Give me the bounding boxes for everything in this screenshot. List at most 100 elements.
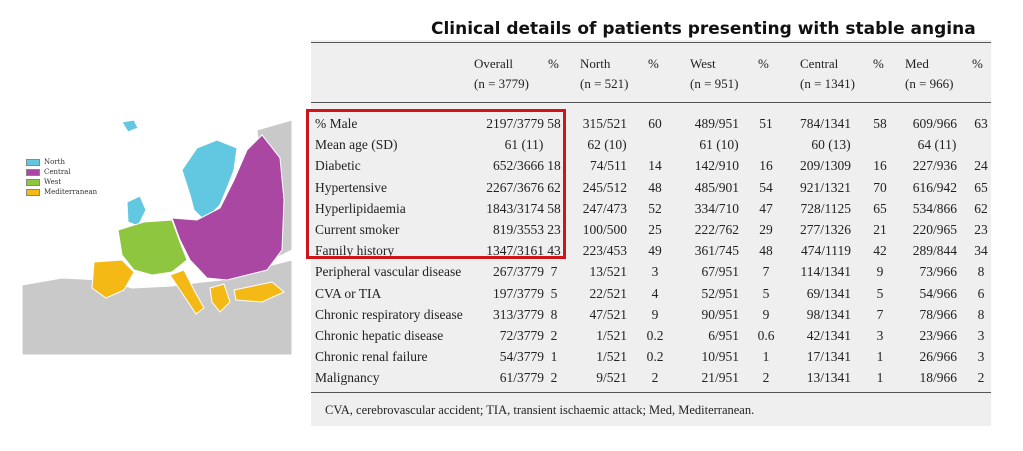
cell-percent: 65 [873,200,887,216]
cell-count: 485/901 [694,179,739,195]
cell-count: 9/521 [596,370,627,386]
cell-count: 90/951 [701,306,739,322]
cell-percent: 8 [977,264,985,280]
cell-count: 98/1341 [806,306,851,322]
cell-percent: 18 [547,158,561,174]
cell-percent: 3 [977,349,985,365]
cell-count: 62 (10) [587,137,627,153]
header-central: Central [800,56,839,71]
cell-percent: 62 [974,200,988,216]
legend-swatch-mediterranean [26,189,40,196]
cell-percent: 9 [876,264,884,280]
cell-count: 54/966 [919,285,957,301]
legend-swatch-west [26,179,40,186]
cell-count: 534/866 [912,200,957,216]
row-label: Mean age (SD) [315,137,398,153]
cell-percent: 23 [547,222,561,237]
cell-count: 52/951 [701,285,739,301]
clinical-details-table: Overall (n = 3779) % North (n = 521) % W… [306,40,991,426]
header-med: Med [905,56,929,71]
header-pct: % [972,56,983,71]
cell-percent: 58 [547,116,561,131]
cell-percent: 9 [762,306,770,322]
cell-count: 42/1341 [806,328,851,343]
row-label: Malignancy [315,370,380,386]
cell-percent: 2 [651,370,659,386]
cell-count: 100/500 [582,222,627,237]
cell-count: 61 (10) [699,137,739,153]
row-label: % Male [315,116,358,131]
cell-percent: 1 [876,370,884,386]
cell-count: 616/942 [912,179,957,195]
cell-percent: 0.2 [646,349,664,365]
cell-count: 13/1341 [806,370,851,386]
cell-percent: 14 [648,158,662,174]
cell-count: 67/951 [701,264,739,280]
map-region-med-turkey [233,281,285,303]
cell-percent: 63 [974,116,988,131]
cell-count: 819/3553 [492,222,544,237]
cell-percent: 52 [648,200,662,216]
europe-region-map [22,110,292,355]
cell-percent: 51 [759,116,773,131]
cell-percent: 3 [651,264,659,280]
cell-count: 23/966 [919,328,957,343]
map-region-west [117,219,188,276]
cell-percent: 58 [873,116,887,131]
cell-percent: 24 [974,158,988,174]
header-north: North [580,56,611,71]
cell-count: 277/1326 [799,222,851,237]
header-pct: % [758,56,769,71]
cell-count: 222/762 [694,222,739,237]
map-region-med-greece [209,283,231,313]
cell-percent: 7 [762,264,770,280]
header-pct: % [648,56,659,71]
map-region-north [181,139,238,219]
header-central-n: (n = 1341) [800,76,855,91]
cell-count: 73/966 [919,264,957,280]
cell-count: 197/3779 [492,285,544,301]
cell-count: 17/1341 [806,349,851,365]
cell-count: 26/966 [919,349,957,365]
cell-count: 78/966 [919,306,957,322]
row-label: Chronic hepatic disease [315,328,444,343]
cell-count: 223/453 [582,243,627,259]
cell-percent: 49 [648,243,662,259]
cell-percent: 9 [651,306,659,322]
table-bottom-rule [311,392,991,393]
cell-count: 114/1341 [800,264,852,280]
cell-count: 474/1119 [801,243,851,259]
cell-percent: 21 [873,222,887,237]
row-label: Chronic respiratory disease [315,306,463,322]
header-west: West [690,56,716,71]
cell-count: 267/3779 [492,264,544,280]
cell-count: 334/710 [694,200,739,216]
cell-percent: 16 [873,158,887,174]
cell-count: 209/1309 [799,158,851,174]
cell-percent: 16 [759,158,773,174]
cell-count: 13/521 [589,264,627,280]
row-label: Chronic renal failure [315,349,428,365]
table-top-rule [311,42,991,43]
row-label: Hypertensive [315,179,387,195]
cell-percent: 7 [550,264,558,280]
cell-percent: 25 [648,222,662,237]
legend-label: North [44,158,66,166]
cell-percent: 48 [759,243,773,259]
cell-percent: 1 [550,349,558,365]
map-region-med-italy [169,269,205,315]
cell-count: 6/951 [708,328,739,343]
cell-percent: 1 [762,349,770,365]
row-label: Diabetic [315,158,361,174]
cell-count: 54/3779 [499,349,544,365]
cell-percent: 4 [651,285,659,301]
cell-count: 784/1341 [799,116,851,131]
cell-percent: 0.6 [757,328,775,343]
cell-count: 289/844 [912,243,957,259]
cell-percent: 5 [550,285,558,301]
page-title: Clinical details of patients presenting … [431,19,976,39]
cell-percent: 60 [648,116,662,131]
cell-percent: 23 [974,222,988,237]
cell-count: 47/521 [589,306,627,322]
cell-count: 74/511 [590,158,627,174]
